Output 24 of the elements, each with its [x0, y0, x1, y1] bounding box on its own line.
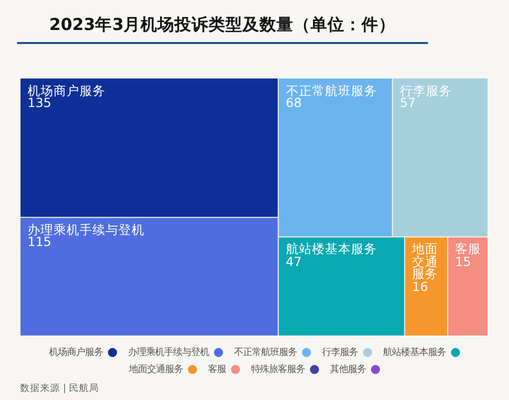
legend-label: 其他服务 [330, 364, 366, 375]
data-label: 15 [455, 254, 472, 269]
legend-label: 行李服务 [322, 347, 358, 358]
legend-label: 机场商户服务 [49, 347, 103, 358]
data-label: 57 [400, 95, 416, 110]
data-label: 47 [286, 254, 302, 269]
text: 地面交通服务 [412, 241, 438, 282]
legend-label: 航站楼基本服务 [383, 347, 446, 358]
text: 行李服务 [400, 82, 452, 98]
legend-label: 办理乘机手续与登机 [128, 347, 209, 358]
text: 航站楼基本服务 [286, 241, 377, 256]
legend-label: 客服 [208, 364, 226, 375]
text: 客服 [455, 241, 482, 256]
legend-label: 地面交通服务 [128, 364, 183, 375]
data-label: 68 [286, 95, 302, 110]
text: 不正常航班服务 [286, 82, 377, 98]
data-label: 135 [28, 95, 52, 110]
text: 2023年3月机场投诉类型及数量（单位：件） [48, 14, 397, 36]
text: 机场商户服务 [28, 82, 106, 98]
legend-label: 不正常航班服务 [234, 347, 297, 358]
source-note: 数据来源 | 民航局 [20, 382, 100, 395]
data-label: 16 [412, 278, 428, 294]
legend-label: 特殊旅客服务 [251, 364, 305, 375]
text: 办理乘机手续与登机 [28, 222, 144, 237]
